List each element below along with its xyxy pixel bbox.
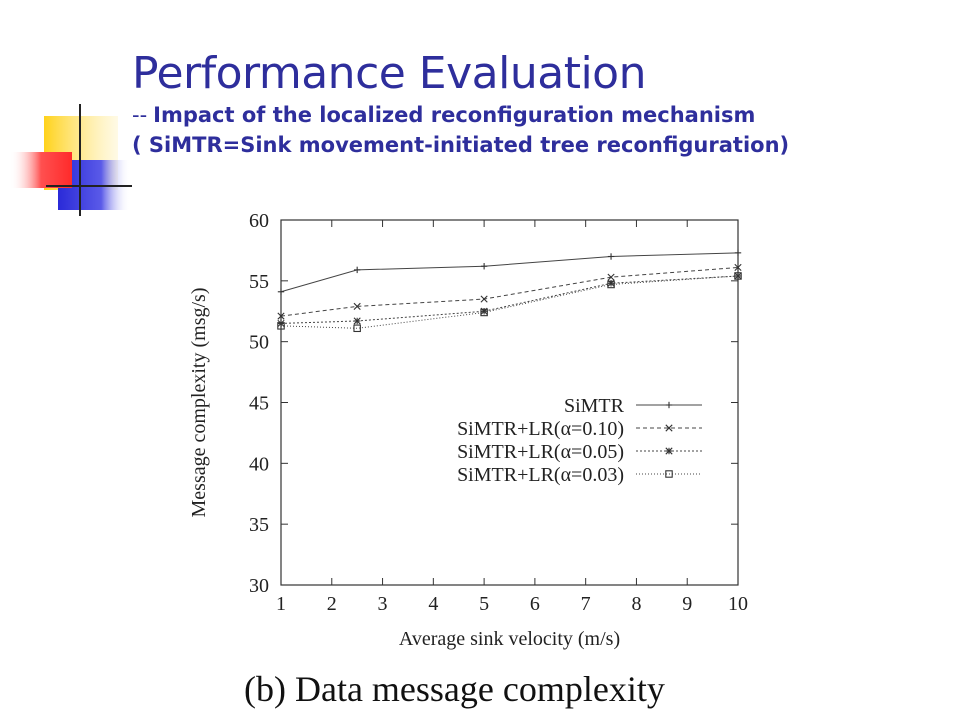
series-line [280,275,739,329]
series-2 [277,263,742,320]
data-point [734,249,742,257]
x-tick-label: 6 [530,593,540,615]
y-tick-label: 40 [249,453,269,475]
data-point [734,272,742,280]
series-3 [277,272,742,328]
x-tick-label: 2 [327,593,337,615]
data-point-box [607,280,615,289]
y-tick-label: 60 [249,210,269,232]
data-point [607,273,615,281]
x-tick-label: 1 [276,593,286,615]
legend-entry: SiMTR+LR(α=0.03) [457,464,702,486]
legend-marker-d2 [665,424,673,432]
slide-subtitle-line-1: -- Impact of the localized reconfiguratio… [132,100,932,130]
legend-marker [665,424,673,432]
y-tick-label: 30 [249,575,269,597]
x-tick-label: 9 [682,593,692,615]
data-point [480,263,488,270]
legend-entry: SiMTR+LR(α=0.05) [457,441,702,463]
data-point [607,280,615,289]
legend-marker [665,447,673,455]
y-tick-label: 35 [249,514,269,536]
data-point [353,324,361,333]
legend-entry: SiMTR [564,395,702,417]
series-line [280,266,739,317]
data-point-d2 [734,263,742,272]
deco-red-bar [10,152,72,188]
series-line [280,275,739,324]
data-point [734,263,742,272]
data-point-box [734,272,742,280]
y-tick-label: 55 [249,271,269,293]
legend-entry: SiMTR+LR(α=0.10) [457,418,702,440]
subtitle-dash: -- [132,103,148,127]
legend-marker [665,470,673,478]
legend-label: SiMTR+LR(α=0.10) [457,418,624,440]
data-point [607,253,615,260]
data-point [277,312,285,320]
data-point [353,302,361,310]
data-point-d2 [734,272,742,280]
slide-subtitle-line-2: ( SiMTR=Sink movement-initiated tree rec… [132,133,790,157]
x-tick-label: 5 [479,593,489,615]
legend-label: SiMTR+LR(α=0.05) [457,441,624,463]
legend-label: SiMTR+LR(α=0.03) [457,464,624,486]
data-point-d2 [277,312,285,320]
title-block: Performance Evaluation -- Impact of the l… [132,48,932,160]
series-4 [277,272,742,333]
legend-label: SiMTR [564,395,625,417]
data-point-box [480,308,488,317]
legend-marker [665,401,673,409]
data-point-d2 [607,273,615,281]
x-axis-label: Average sink velocity (m/s) [399,628,620,650]
data-point-d2 [353,302,361,310]
data-point [277,319,285,328]
data-point [277,288,285,295]
x-tick-label: 7 [581,593,591,615]
data-point [353,317,361,325]
y-tick-label: 50 [249,332,269,354]
data-point [480,308,488,317]
series-1 [277,249,742,295]
data-point-box [353,324,361,333]
data-point-d2 [277,319,285,328]
x-tick-label: 8 [631,593,641,615]
y-axis-label: Message complexity (msg/s) [188,288,210,518]
x-tick-label: 3 [378,593,388,615]
data-point-box [277,322,285,330]
data-point [353,266,361,274]
data-point [277,322,285,330]
data-point [480,295,488,303]
legend-marker-box [665,470,673,478]
y-tick-label: 45 [249,393,269,415]
data-point-d2 [353,317,361,325]
legend-marker-d2 [665,447,673,455]
subtitle-text-1: Impact of the localized reconfiguration … [153,103,756,127]
series-line [280,252,739,293]
slide-decoration [10,104,132,216]
chart-caption: (b) Data message complexity [244,669,665,709]
x-tick-label: 4 [428,593,438,615]
slide-title: Performance Evaluation [132,48,646,99]
data-point-d2 [480,295,488,303]
x-tick-label: 10 [728,593,748,615]
